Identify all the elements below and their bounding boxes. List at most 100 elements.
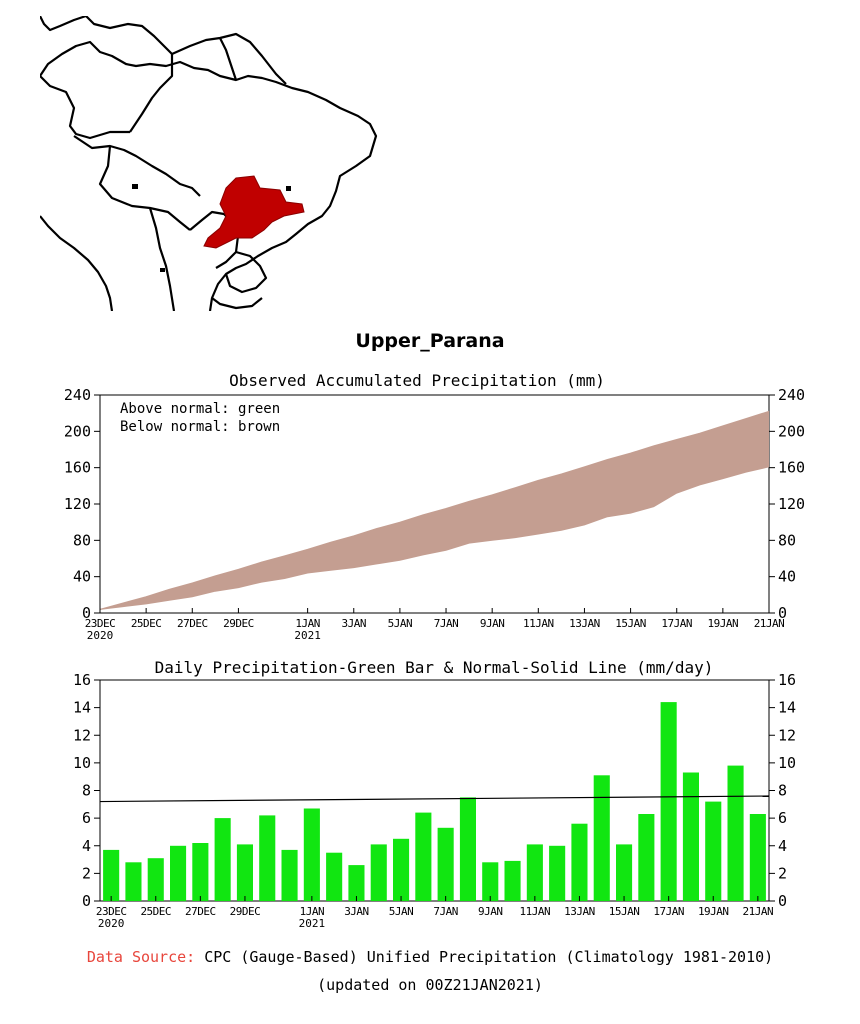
- data-source-text: CPC (Gauge-Based) Unified Precipitation …: [204, 948, 774, 966]
- colombia-peru-border: [40, 75, 130, 140]
- x-tick-label: 1JAN: [295, 617, 320, 630]
- x-tick-label: 19JAN: [698, 905, 729, 918]
- daily-precip-chart: Daily Precipitation-Green Bar & Normal-S…: [73, 658, 796, 930]
- daily-bar: [125, 862, 142, 901]
- x-tick-label: 25DEC: [131, 617, 162, 630]
- x-tick-label: 21JAN: [743, 905, 774, 918]
- daily-bar: [103, 849, 120, 901]
- data-source-label: Data Source:: [86, 948, 196, 966]
- x-tick-label: 13JAN: [564, 905, 595, 918]
- daily-bar: [549, 845, 566, 902]
- y-tick-label-right: 0: [778, 892, 787, 910]
- y-tick-label-right: 160: [778, 459, 805, 477]
- daily-bar: [749, 814, 766, 901]
- amapa-border: [219, 37, 238, 81]
- daily-bar: [482, 862, 499, 901]
- daily-bar: [370, 844, 387, 901]
- x-tick-label: 17JAN: [661, 617, 692, 630]
- x-tick-year: 2020: [87, 629, 114, 642]
- continent-outline: [40, 40, 378, 311]
- daily-bar: [170, 845, 187, 902]
- x-tick-label: 1JAN: [300, 905, 325, 918]
- daily-bar: [616, 844, 633, 901]
- daily-bar: [682, 772, 699, 901]
- y-tick-label-left: 16: [73, 671, 91, 689]
- y-tick-label-right: 4: [778, 837, 787, 855]
- x-tick-year: 2020: [98, 917, 125, 930]
- x-tick-label: 29DEC: [230, 905, 261, 918]
- daily-bar: [660, 702, 677, 901]
- guianas-border: [171, 32, 287, 85]
- x-tick-label: 13JAN: [569, 617, 600, 630]
- daily-bar: [727, 765, 744, 901]
- accumulated-precip-chart: Observed Accumulated Precipitation (mm) …: [64, 371, 805, 642]
- daily-bar: [437, 827, 454, 901]
- y-tick-label-left: 4: [82, 837, 91, 855]
- legend-above: Above normal: green: [120, 401, 280, 417]
- daily-bar: [348, 865, 365, 901]
- daily-bar: [571, 823, 588, 901]
- caribbean-coast: [40, 16, 87, 32]
- y-tick-label-left: 2: [82, 864, 91, 882]
- bolivia-border: [98, 145, 191, 231]
- daily-bar: [236, 844, 253, 901]
- below-normal-band: [100, 411, 769, 610]
- x-tick-label: 9JAN: [478, 905, 503, 918]
- y-tick-label-left: 120: [64, 495, 91, 513]
- daily-bar: [326, 852, 343, 901]
- y-tick-label-right: 12: [778, 726, 796, 744]
- x-tick-year: 2021: [294, 629, 321, 642]
- chart-title: Observed Accumulated Precipitation (mm): [229, 371, 605, 390]
- y-tick-label-left: 10: [73, 754, 91, 772]
- x-tick-label: 23DEC: [96, 905, 127, 918]
- y-tick-label-left: 6: [82, 809, 91, 827]
- venezuela-border: [85, 16, 173, 55]
- x-tick-label: 5JAN: [388, 617, 413, 630]
- x-tick-label: 3JAN: [344, 905, 369, 918]
- y-tick-label-left: 0: [82, 892, 91, 910]
- daily-bar: [593, 775, 610, 901]
- legend-below: Below normal: brown: [120, 419, 280, 435]
- y-tick-label-right: 120: [778, 495, 805, 513]
- data-source-line: Data Source: CPC (Gauge-Based) Unified P…: [0, 948, 860, 966]
- y-tick-label-right: 2: [778, 864, 787, 882]
- x-tick-label: 29DEC: [223, 617, 254, 630]
- x-tick-label: 3JAN: [342, 617, 367, 630]
- y-tick-label-right: 0: [778, 604, 787, 622]
- x-tick-label: 7JAN: [433, 905, 458, 918]
- country-borders: [40, 16, 378, 311]
- y-tick-label-left: 80: [73, 531, 91, 549]
- y-tick-label-right: 14: [778, 699, 796, 717]
- daily-bar: [638, 814, 655, 901]
- y-tick-label-right: 10: [778, 754, 796, 772]
- y-tick-label-right: 240: [778, 386, 805, 404]
- x-tick-label: 15JAN: [609, 905, 640, 918]
- upper-parana-region: [203, 175, 305, 249]
- y-tick-label-left: 200: [64, 422, 91, 440]
- x-tick-label: 5JAN: [389, 905, 414, 918]
- y-tick-label-right: 40: [778, 568, 796, 586]
- y-tick-label-left: 240: [64, 386, 91, 404]
- x-tick-label: 9JAN: [480, 617, 505, 630]
- daily-bar: [214, 818, 231, 901]
- river-plate: [211, 297, 263, 310]
- x-tick-label: 17JAN: [653, 905, 684, 918]
- uruguay-border: [224, 250, 268, 294]
- daily-bar: [459, 797, 476, 901]
- y-tick-label-right: 8: [778, 782, 787, 800]
- daily-bar: [192, 843, 209, 901]
- x-tick-label: 27DEC: [177, 617, 208, 630]
- daily-bar: [415, 812, 432, 901]
- x-tick-label: 7JAN: [434, 617, 459, 630]
- brazil-interior-border: [129, 54, 174, 133]
- daily-bar: [526, 844, 543, 901]
- y-tick-label-right: 200: [778, 422, 805, 440]
- y-tick-label-right: 80: [778, 531, 796, 549]
- y-tick-label-left: 12: [73, 726, 91, 744]
- normal-line: [99, 795, 770, 803]
- daily-bar: [393, 838, 410, 901]
- daily-bar: [705, 801, 722, 901]
- x-tick-label: 21JAN: [754, 617, 785, 630]
- x-tick-label: 19JAN: [708, 617, 739, 630]
- region-map: [40, 16, 378, 311]
